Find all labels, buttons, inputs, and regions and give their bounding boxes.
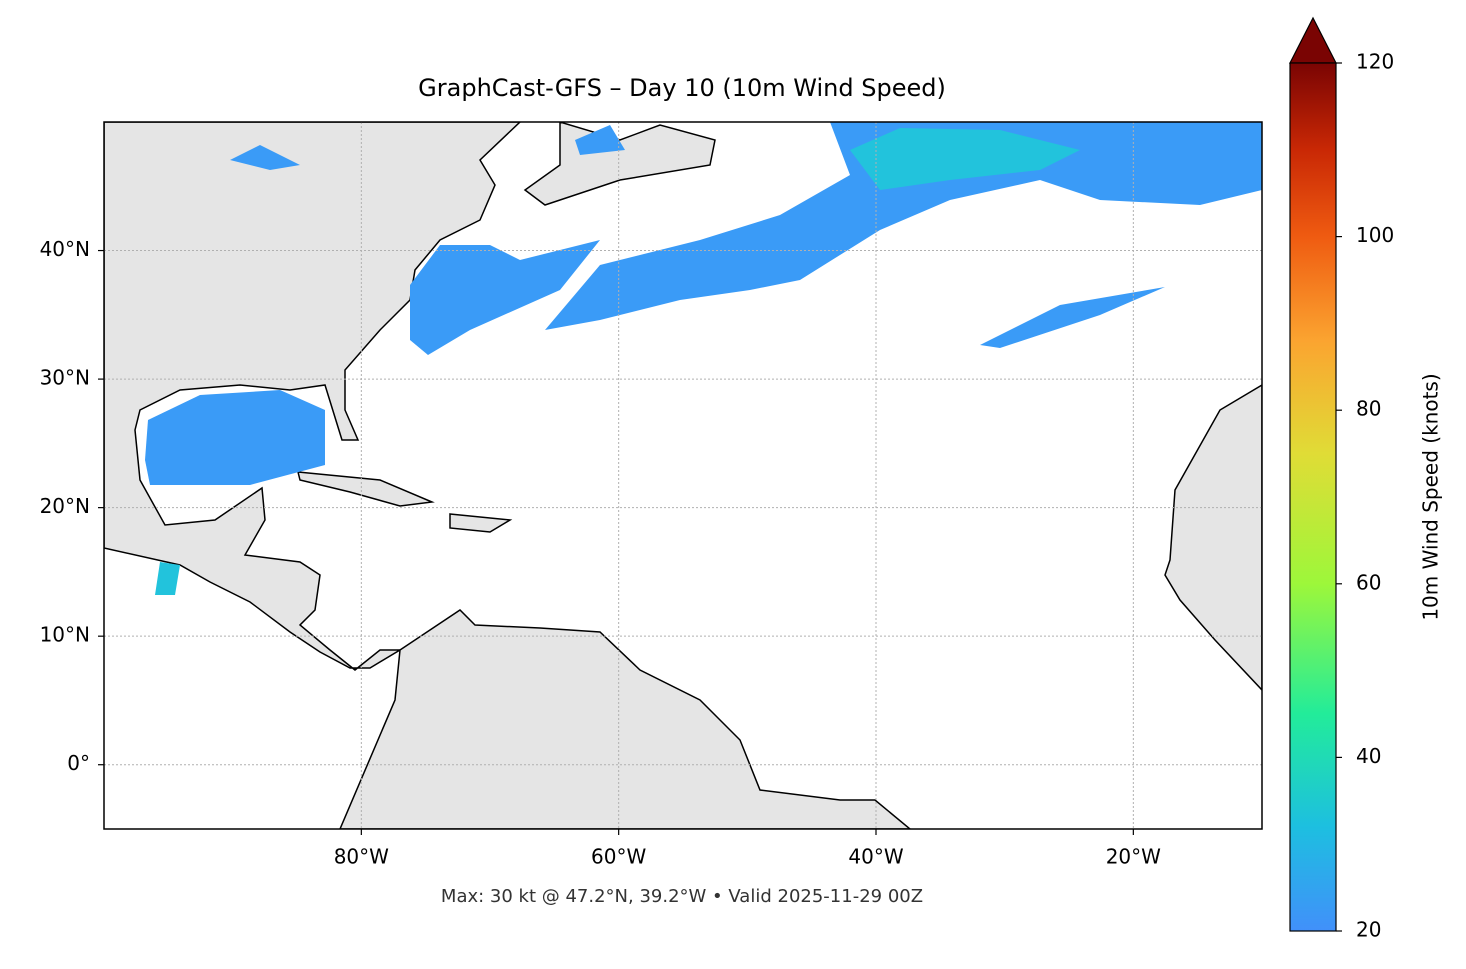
footnote: Max: 30 kt @ 47.2°N, 39.2°W • Valid 2025… (441, 886, 923, 907)
colorbar-extend (1289, 16, 1337, 64)
cuba (297, 471, 435, 507)
colorbar (1289, 62, 1337, 932)
map-area (104, 122, 1262, 829)
wind-field (230, 145, 300, 170)
colorbar-tick-label: 100 (1356, 223, 1394, 247)
colorbar-tick-label: 40 (1356, 744, 1381, 768)
x-tick-label: 80°W (334, 845, 389, 869)
colorbar-tick-label: 80 (1356, 397, 1381, 421)
wind-field (155, 562, 180, 595)
map-frame (103, 121, 1263, 830)
chart-title: GraphCast-GFS – Day 10 (10m Wind Speed) (418, 74, 946, 102)
y-tick-label: 10°N (40, 623, 90, 647)
colorbar-tick-label: 120 (1356, 50, 1394, 74)
x-tick-label: 60°W (591, 845, 646, 869)
colorbar-tick-label: 20 (1356, 918, 1381, 942)
wind-field (575, 125, 625, 155)
gridlines (104, 122, 1262, 829)
y-tick-label: 0° (67, 751, 90, 775)
wind-field (980, 287, 1165, 348)
africa (1164, 384, 1262, 692)
wind-field (145, 390, 325, 485)
hispaniola (449, 513, 513, 533)
x-tick-label: 40°W (848, 845, 903, 869)
wind-field (545, 122, 1262, 330)
x-tick-label: 20°W (1106, 845, 1161, 869)
wind-field (850, 128, 1080, 190)
canada-maritimes (523, 122, 716, 206)
y-tick-label: 30°N (40, 366, 90, 390)
colorbar-tick-label: 60 (1356, 570, 1381, 594)
colorbar-label: 10m Wind Speed (knots) (1419, 373, 1443, 620)
y-tick-label: 40°N (40, 237, 90, 261)
south-america (339, 609, 912, 829)
wind-field (410, 240, 600, 355)
y-tick-label: 20°N (40, 494, 90, 518)
